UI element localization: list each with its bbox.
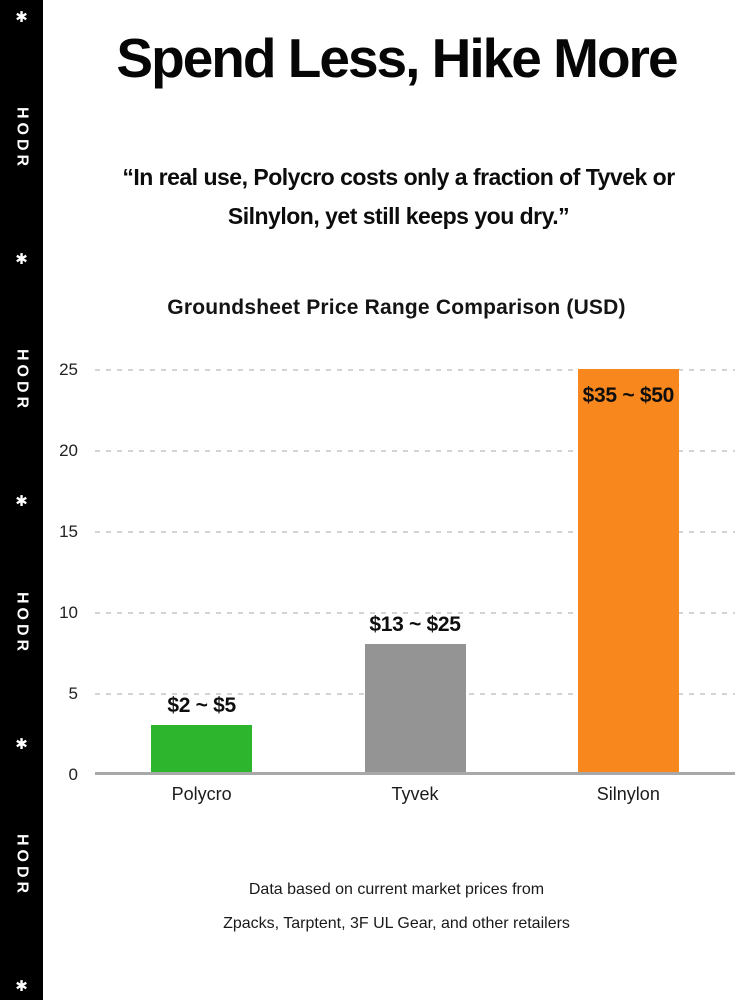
asterisk-icon: ✱: [15, 493, 28, 511]
gridline: [95, 531, 735, 533]
x-axis-labels: Polycro Tyvek Silnylon: [95, 784, 735, 810]
bar-value-label: $13 ~ $25: [369, 613, 461, 637]
gridline: [95, 450, 735, 452]
x-tick-label: Silnylon: [596, 784, 660, 804]
y-tick-label: 10: [59, 603, 78, 622]
y-tick-label: 5: [68, 684, 78, 703]
plot-area: $2 ~ $5 $13 ~ $25 $35 ~ $50: [95, 369, 735, 775]
page-title: Spend Less, Hike More: [116, 27, 678, 89]
brand-logo-text: HODR: [13, 107, 31, 171]
footer-source-line-1: Data based on current market prices from: [248, 881, 545, 898]
brand-sidebar: ✱ HODR ✱ HODR ✱ HODR ✱ HODR ✱: [0, 0, 43, 1000]
x-axis-line: [95, 772, 735, 775]
asterisk-icon: ✱: [15, 977, 28, 995]
asterisk-icon: ✱: [15, 9, 28, 26]
gridline: [95, 612, 735, 614]
chart-title: Groundsheet Price Range Comparison (USD): [167, 296, 626, 319]
brand-logo-text: HODR: [13, 833, 31, 897]
bar-tyvek: [364, 644, 466, 774]
quote-line-1: “In real use, Polycro costs only a fract…: [122, 164, 675, 190]
y-axis: 0 5 10 15 20 25: [40, 360, 78, 784]
gridline: [95, 369, 735, 371]
brand-logo-text: HODR: [13, 349, 31, 413]
brand-logo-text: HODR: [13, 591, 31, 655]
x-tick-label: Polycro: [171, 784, 232, 804]
quote-line-2: Silnylon, yet still keeps you dry.”: [227, 203, 570, 229]
y-tick-label: 15: [59, 522, 78, 541]
asterisk-icon: ✱: [15, 251, 28, 269]
asterisk-icon: ✱: [15, 735, 28, 753]
bar-value-label: $2 ~ $5: [167, 694, 236, 718]
y-tick-label: 20: [59, 441, 78, 460]
y-tick-label: 25: [59, 360, 78, 379]
y-tick-label: 0: [68, 765, 78, 784]
bar-value-label: $35 ~ $50: [582, 384, 675, 407]
bar-polycro: [151, 725, 253, 774]
footer-source-line-2: Zpacks, Tarptent, 3F UL Gear, and other …: [223, 915, 570, 932]
bar-silnylon: [577, 369, 679, 774]
quote-text: “In real use, Polycro costs only a fract…: [55, 158, 742, 236]
x-tick-label: Tyvek: [391, 784, 439, 804]
